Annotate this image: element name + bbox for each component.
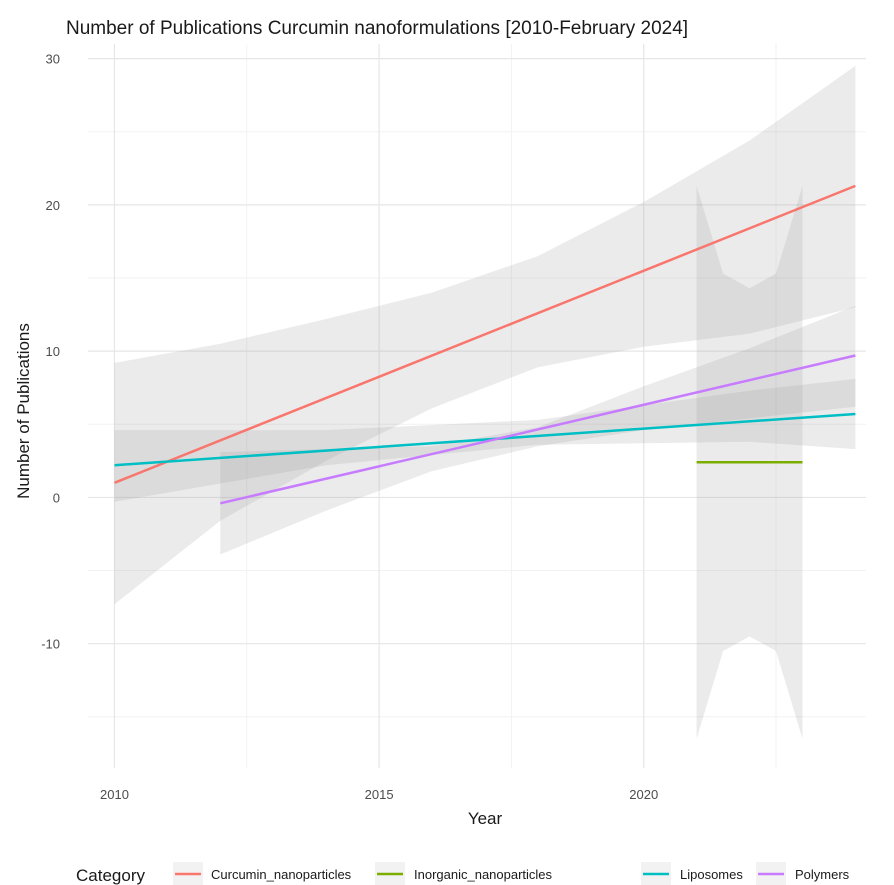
y-axis-title: Number of Publications	[14, 323, 33, 499]
x-tick-label: 2015	[365, 787, 394, 802]
trend-line	[114, 412, 856, 467]
legend-label: Polymers	[795, 867, 850, 882]
y-tick-label: 20	[46, 198, 60, 213]
legend-label: Curcumin_nanoparticles	[211, 867, 352, 882]
x-tick-label: 2020	[629, 787, 658, 802]
legend-items: Curcumin_nanoparticles Inorganic_nanopart…	[173, 862, 850, 885]
y-tick-label: 30	[46, 52, 60, 67]
x-axis-ticks: 2010 2015 2020	[100, 787, 658, 802]
chart-title: Number of Publications Curcumin nanoform…	[66, 18, 688, 39]
trend-line	[220, 354, 856, 505]
minor-gridlines	[88, 44, 866, 768]
legend: Category Curcumin_nanoparticles Inorganic…	[76, 862, 850, 885]
y-tick-label: 10	[46, 344, 60, 359]
x-tick-label: 2010	[100, 787, 129, 802]
legend-label: Inorganic_nanoparticles	[414, 867, 553, 882]
x-axis-title: Year	[468, 809, 503, 828]
legend-title: Category	[76, 866, 145, 885]
legend-label: Liposomes	[680, 867, 743, 882]
y-tick-label: 0	[53, 490, 60, 505]
trend-line	[114, 184, 856, 484]
trend-lines	[114, 184, 856, 505]
y-axis-ticks: -10 0 10 20 30	[41, 52, 60, 652]
y-tick-label: -10	[41, 637, 60, 652]
